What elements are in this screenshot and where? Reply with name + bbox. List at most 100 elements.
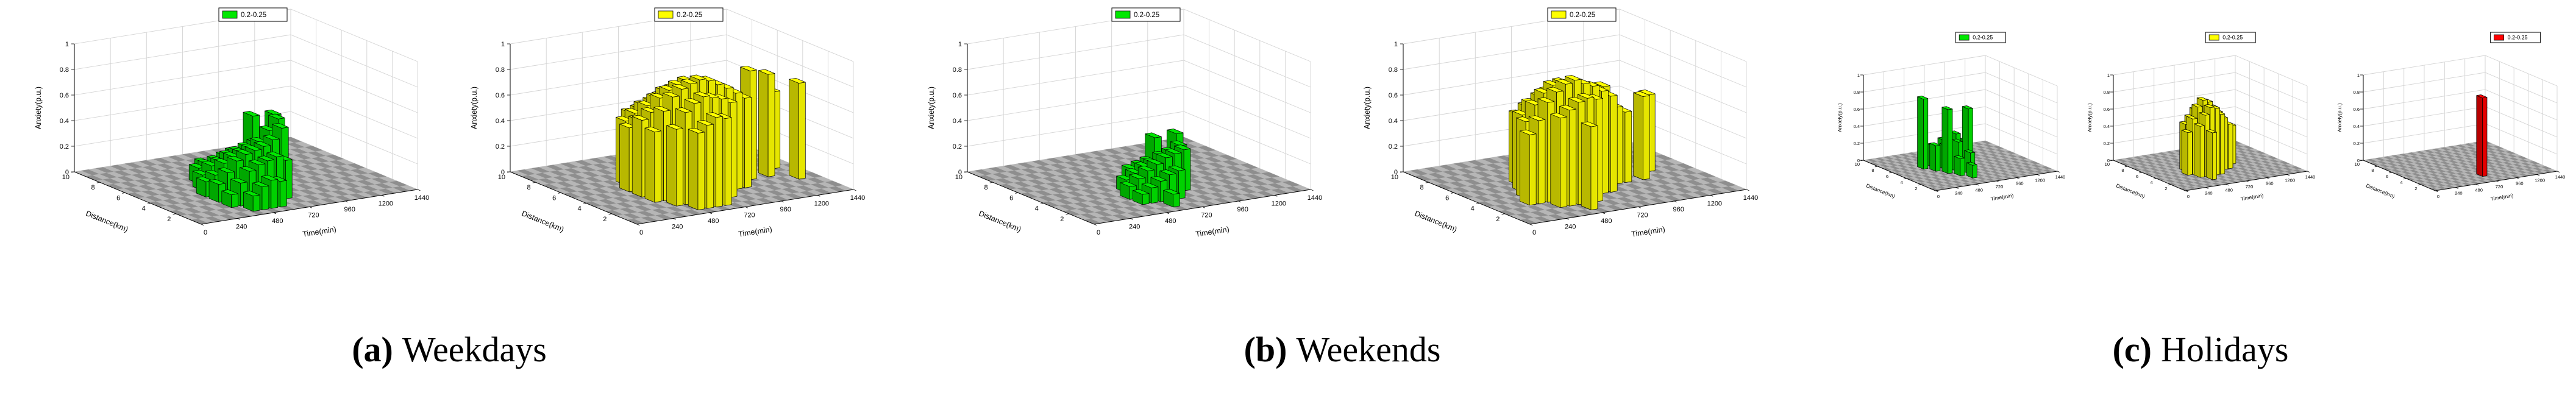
bar-top: [248, 159, 266, 165]
x-tick-label: 480: [1601, 218, 1612, 225]
bar-top: [675, 107, 692, 113]
bar-top: [261, 175, 279, 181]
y-tick-label: 8: [527, 184, 530, 191]
y-tick-label: 10: [2355, 161, 2360, 167]
bar-side-left: [1941, 107, 1949, 174]
x-axis-label: Time(min): [738, 225, 772, 239]
bar-side-front: [706, 124, 714, 209]
z-tick-label: 0.8: [60, 66, 69, 74]
x-tick-label: 0: [639, 229, 643, 236]
z-tick-label: 0.6: [496, 92, 505, 99]
z-tick-label: 0.8: [2354, 90, 2360, 95]
bars: [1509, 75, 1656, 210]
x-tick-label: 960: [2516, 181, 2524, 186]
bar-top: [1537, 97, 1555, 103]
bar-top: [1966, 161, 1977, 166]
y-tick-label: 6: [1445, 194, 1449, 202]
x-tick-label: 480: [2475, 187, 2483, 193]
z-axis-label: Anxiety(p.u.): [34, 87, 43, 129]
z-tick-label: 1: [2357, 73, 2360, 78]
bar-top: [2196, 96, 2208, 101]
bar-top: [2194, 122, 2205, 127]
x-tick-label: 240: [1565, 224, 1576, 231]
y-tick-label: 8: [91, 184, 94, 191]
z-tick-label: 0.4: [953, 118, 962, 125]
bar-side-front: [2199, 125, 2205, 178]
z-tick-label: 0.8: [953, 66, 962, 74]
z-tick-label: 1: [958, 41, 962, 48]
bar-side-left: [2206, 130, 2213, 180]
y-tick-label: 8: [2371, 168, 2374, 173]
y-tick-label: 2: [1060, 216, 1064, 223]
bar-top: [1174, 144, 1191, 150]
y-tick-label: 8: [2121, 168, 2124, 173]
z-tick-label: 0.4: [1854, 124, 1860, 129]
bar-top: [1568, 97, 1585, 103]
chart-weekdays-yellow: 0 240 480 720 960 1200 1440 2 4 6 8 10 0 0.2 0.4 0.6 0.8…: [454, 5, 881, 273]
z-tick-label: 1: [2107, 73, 2110, 78]
bar-side-front: [1935, 144, 1941, 172]
caption-letter-b: (b): [1244, 330, 1287, 369]
bar-side-front: [231, 193, 238, 208]
bar-side-front: [2220, 113, 2226, 175]
z-tick-label: 0.2: [1854, 141, 1860, 146]
legend-swatch: [2494, 34, 2505, 41]
bar-side-front: [1151, 186, 1159, 204]
x-tick-label: 0: [2437, 194, 2439, 199]
z-tick-label: 0.8: [1854, 90, 1860, 95]
bars: [2179, 96, 2236, 180]
bar-side-front: [1923, 98, 1929, 170]
y-tick-label: 6: [2386, 174, 2388, 179]
bar-top: [1917, 96, 1929, 100]
bar-top: [1952, 138, 1963, 143]
bar-top: [2199, 112, 2210, 116]
z-axis-label: Anxiety(p.u.): [470, 87, 479, 129]
caption-weekdays: (a) Weekdays: [230, 329, 669, 370]
bar-side-left: [1520, 130, 1530, 206]
caption-letter-c: (c): [2112, 330, 2152, 369]
bar-side-front: [697, 132, 705, 210]
x-tick-label: 720: [2246, 184, 2254, 189]
legend: 0.2-0.25: [2205, 32, 2256, 43]
z-tick-label: 0.2: [1389, 143, 1398, 150]
bar-top: [1528, 115, 1546, 121]
bar-top: [1964, 149, 1976, 154]
bar-top: [706, 112, 723, 118]
bar-top: [2186, 115, 2198, 119]
y-tick-label: 4: [2151, 180, 2153, 185]
legend-swatch: [1551, 10, 1567, 19]
z-tick-label: 1: [1394, 41, 1398, 48]
bar-side-front: [2482, 97, 2488, 177]
caption-text-holidays: Holidays: [2160, 330, 2289, 369]
chart-weekends-yellow: 0 240 480 720 960 1200 1440 2 4 6 8 10 0 0.2 0.4 0.6 0.8…: [1347, 5, 1774, 273]
bar-top: [632, 115, 649, 121]
x-tick-label: 720: [1201, 212, 1212, 219]
x-tick-label: 240: [2455, 191, 2463, 196]
x-tick-label: 1200: [814, 200, 829, 208]
y-tick-label: 10: [2105, 161, 2110, 167]
y-tick-label: 8: [1420, 184, 1423, 191]
bar-top: [254, 141, 271, 147]
y-tick-label: 10: [1391, 174, 1398, 181]
z-tick-label: 0.8: [496, 66, 505, 74]
y-tick-label: 4: [142, 205, 146, 213]
legend-label: 0.2-0.25: [2222, 35, 2243, 41]
z-axis-label: Anxiety(p.u.): [2336, 103, 2343, 132]
bars: [1116, 129, 1191, 208]
x-tick-label: 1200: [2285, 177, 2295, 183]
bar-top: [2204, 104, 2215, 108]
legend: 0.2-0.25: [654, 7, 724, 22]
bar-side-front: [799, 82, 806, 180]
x-tick-label: 1200: [2035, 177, 2045, 183]
bar-side-front: [654, 130, 662, 203]
bar-top: [243, 191, 260, 197]
y-tick-label: 10: [955, 174, 962, 181]
x-tick-label: 960: [1237, 206, 1248, 213]
bar-side-front: [2187, 132, 2193, 176]
y-tick-label: 4: [1901, 180, 1903, 185]
z-tick-label: 0.4: [2354, 124, 2360, 129]
bar-side-front: [676, 128, 683, 207]
z-tick-label: 0.8: [2104, 90, 2110, 95]
z-tick-label: 0.2: [60, 143, 69, 150]
x-axis-label: Time(min): [302, 225, 336, 239]
